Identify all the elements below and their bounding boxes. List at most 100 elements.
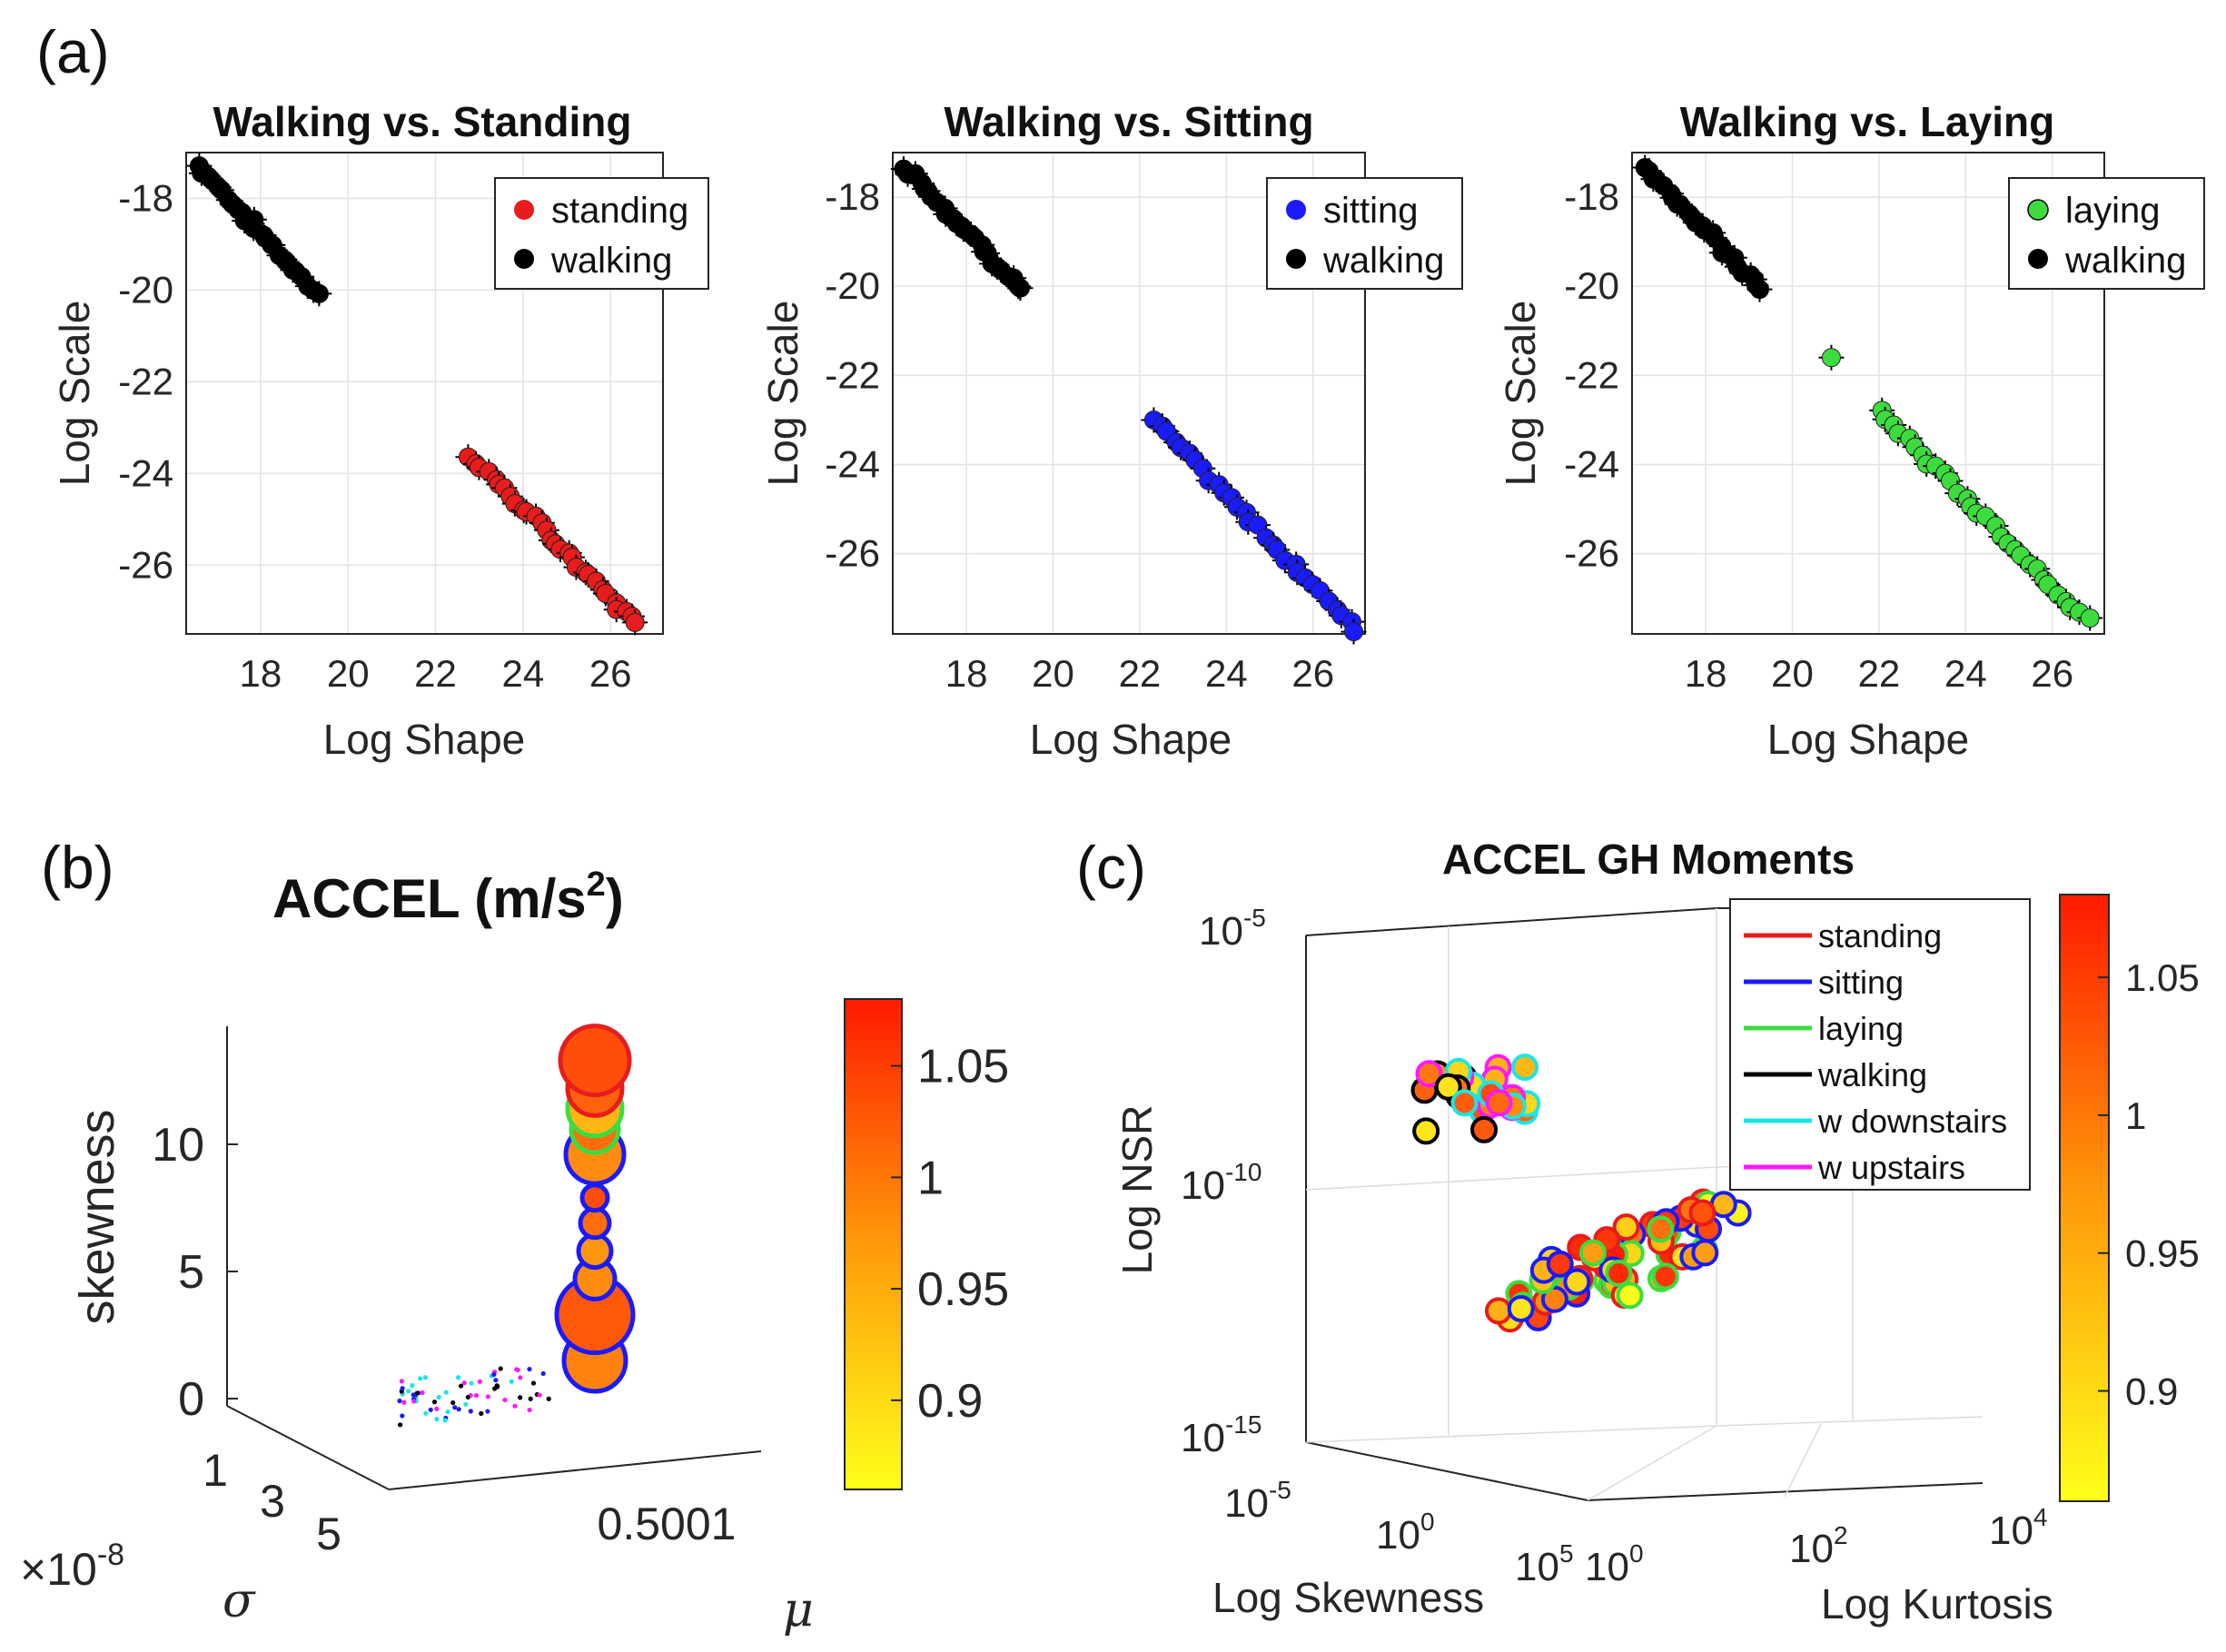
small-point <box>527 1407 532 1413</box>
legend-marker-walking <box>2028 249 2048 269</box>
x-tick-label: 100 <box>1376 1508 1435 1558</box>
small-point <box>456 1375 461 1380</box>
small-point <box>443 1390 449 1395</box>
legend: standing walking <box>494 177 709 290</box>
z-axis-label: skewness <box>70 1109 124 1324</box>
small-point <box>518 1395 523 1400</box>
marker-walking <box>1749 280 1769 300</box>
z-tick-label: 10-10 <box>1181 1158 1261 1208</box>
small-point <box>479 1410 484 1416</box>
marker-walking <box>309 283 329 303</box>
small-point <box>436 1394 441 1400</box>
small-point <box>452 1405 458 1410</box>
y-axis-label: μ <box>783 1583 814 1637</box>
small-point <box>473 1392 480 1399</box>
y-axis-label: Log Kurtosis <box>1821 1580 2053 1627</box>
z-tick-label: 0 <box>178 1373 204 1426</box>
panel-label-a: (a) <box>36 18 110 85</box>
legend-label: laying <box>1818 1010 1904 1047</box>
data-point-walking <box>306 281 332 307</box>
y-tick-label: -18 <box>825 175 880 218</box>
small-point <box>528 1396 533 1401</box>
y-tick-label: -26 <box>118 543 173 586</box>
legend-label: walking <box>1817 1056 1927 1093</box>
small-point <box>515 1367 520 1373</box>
small-point <box>509 1379 514 1384</box>
legend-label: w downstairs <box>1817 1103 2007 1140</box>
y-axis-line <box>388 1450 762 1490</box>
small-point <box>463 1401 469 1407</box>
chart-accel-gh-moments: ACCEL GH Moments 10-5 10-10 10-15 Log NS… <box>1113 836 2200 1627</box>
legend-marker-walking <box>1286 249 1306 269</box>
y-tick-label: -22 <box>1564 353 1619 396</box>
z-tick-exp: -15 <box>1225 1410 1261 1439</box>
colorbar <box>844 998 903 1490</box>
legend-marker-sitting <box>1286 200 1306 220</box>
small-point <box>420 1390 425 1396</box>
data-point <box>1651 1262 1679 1291</box>
x-tick-label: 18 <box>1685 652 1727 695</box>
chart-title: ACCEL (m/s2) <box>272 866 624 929</box>
x-tick-label: 24 <box>1205 652 1248 695</box>
small-point <box>411 1399 417 1404</box>
small-point <box>465 1394 470 1400</box>
colorbar <box>2059 894 2110 1502</box>
y-tick-label: 102 <box>1789 1521 1848 1571</box>
legend-marker-standing <box>514 200 534 220</box>
marker-standing <box>625 612 645 632</box>
small-point <box>461 1380 467 1386</box>
small-point <box>458 1383 464 1389</box>
z-axis-label: Log NSR <box>1113 1105 1161 1275</box>
small-point <box>537 1392 542 1398</box>
y-tick-label: -18 <box>1564 175 1619 218</box>
data-point-standing <box>622 609 648 636</box>
y-axis-label: Log Scale <box>1497 301 1544 487</box>
x-tick-exp: 5 <box>1559 1539 1574 1568</box>
legend-label: sitting <box>1818 964 1904 1001</box>
small-point <box>450 1400 456 1406</box>
x-tick-label: 22 <box>1858 652 1901 695</box>
chart-title: Walking vs. Laying <box>1680 98 2054 145</box>
chart-walking-vs-laying: Walking vs. Laying 18 20 22 24 26 -18 -20 -22 -2… <box>1497 98 2205 763</box>
y-tick-label: -24 <box>825 443 880 486</box>
marker-sitting <box>1343 622 1363 642</box>
data-point <box>1507 1294 1535 1322</box>
x-tick-label: 5 <box>316 1509 341 1559</box>
legend-label-walking: walking <box>2064 241 2186 281</box>
x-tick-label: 22 <box>1119 652 1162 695</box>
data-point <box>1434 1073 1462 1101</box>
y-tick-label: -24 <box>118 451 173 494</box>
y-tick-label: 0.5001 <box>598 1499 737 1549</box>
data-point-walking <box>1007 275 1034 302</box>
small-point <box>418 1376 423 1381</box>
data-point <box>1612 1213 1640 1241</box>
x-tick-base: 10 <box>1515 1545 1559 1589</box>
x-exponent-base: ×10 <box>20 1544 97 1595</box>
data-point <box>1510 1054 1538 1082</box>
small-point <box>468 1409 473 1414</box>
small-point <box>422 1375 429 1380</box>
chart-walking-vs-standing: Walking vs. Standing 18 20 22 24 26 -18 -20 -22… <box>51 98 709 763</box>
x-axis-label: Log Shape <box>323 716 526 763</box>
x-tick-base: 10 <box>1224 1481 1269 1526</box>
colorbar-tick-label: 0.9 <box>917 1375 983 1428</box>
data-point <box>1484 1297 1512 1325</box>
y-tick-label: -22 <box>825 353 880 396</box>
data-point <box>1412 1117 1440 1145</box>
chart-title: ACCEL GH Moments <box>1442 836 1855 883</box>
colorbar-tick-label: 1 <box>917 1152 944 1204</box>
bubble <box>578 1206 612 1241</box>
marker-walking <box>1010 278 1030 298</box>
data-point <box>1605 1260 1633 1288</box>
data-point <box>1616 1281 1644 1310</box>
small-point <box>512 1403 518 1409</box>
x-tick-label: 24 <box>1944 652 1987 695</box>
chart-title: Walking vs. Sitting <box>944 98 1313 145</box>
y-tick-label: -26 <box>825 532 880 575</box>
small-point <box>406 1389 411 1394</box>
marker-laying <box>2080 608 2100 628</box>
small-point <box>527 1366 532 1372</box>
bubble <box>579 1182 610 1213</box>
y-tick-label: -18 <box>118 176 173 219</box>
small-point <box>493 1378 499 1383</box>
